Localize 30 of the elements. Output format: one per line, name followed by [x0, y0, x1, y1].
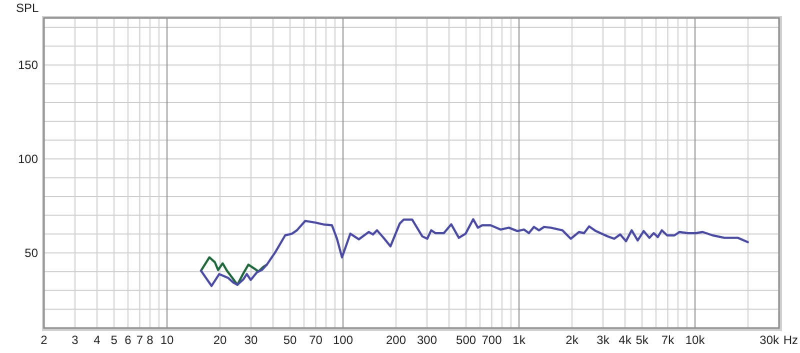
x-tick-label: 70 [309, 333, 323, 347]
x-tick-label: 5k [636, 333, 650, 347]
x-tick-label: 7k [661, 333, 676, 347]
x-tick-label: 2 [40, 333, 48, 347]
x-tick-label: 300 [416, 333, 438, 347]
x-tick-label: 7 [136, 333, 144, 347]
x-tick-label: 2k [566, 333, 580, 347]
x-tick-label: 30k [760, 333, 780, 347]
x-tick-label: 10k [685, 333, 706, 347]
y-tick-label: 100 [18, 152, 38, 166]
x-tick-label: 200 [386, 333, 406, 347]
y-axis-title: SPL [16, 1, 40, 15]
x-tick-label: 4 [94, 333, 101, 347]
x-tick-label: 50 [283, 333, 298, 347]
x-axis-title: Hz [783, 333, 798, 347]
x-tick-label: 100 [333, 333, 354, 347]
y-tick-label: 50 [24, 246, 38, 260]
x-tick-label: 3k [596, 333, 610, 347]
x-tick-label: 10 [160, 333, 174, 347]
x-tick-label: 30 [244, 333, 258, 347]
x-tick-label: 5 [110, 333, 118, 347]
x-tick-label: 700 [482, 333, 502, 347]
x-tick-label: 500 [456, 333, 476, 347]
x-tick-label: 8 [146, 333, 154, 347]
x-tick-label: 20 [213, 333, 227, 347]
y-tick-label: 150 [18, 58, 38, 72]
x-tick-label: 6 [124, 333, 132, 347]
x-tick-label: 3 [72, 333, 79, 347]
x-tick-label: 1k [512, 333, 526, 347]
x-tick-label: 4k [618, 333, 632, 347]
